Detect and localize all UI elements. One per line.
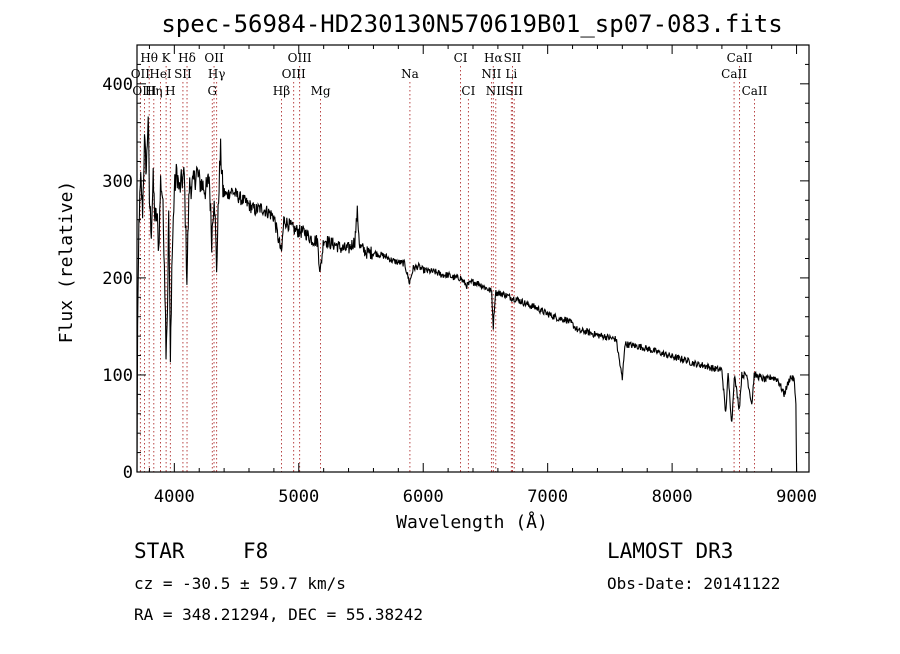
y-tick-label: 0 [123, 463, 133, 483]
plot-frame [136, 44, 810, 473]
line-label: K [162, 51, 172, 65]
y-tick-label: 200 [102, 269, 133, 289]
line-label: CaII [727, 51, 753, 65]
survey-name: LAMOST DR3 [607, 539, 733, 563]
line-label: OII [204, 51, 224, 65]
line-label: NII [481, 67, 501, 81]
line-label: CaII [721, 67, 747, 81]
line-label: OIII [288, 51, 312, 65]
line-label: Na [401, 67, 419, 81]
line-label: Li [505, 67, 517, 81]
line-label: Hθ [140, 51, 158, 65]
y-axis-label: Flux (relative) [56, 181, 77, 344]
x-tick-label: 4000 [154, 487, 195, 507]
spectral-subclass: F8 [243, 539, 268, 563]
x-tick-label: 8000 [652, 487, 693, 507]
line-label: SII [504, 51, 522, 65]
line-label: OIII [282, 67, 306, 81]
observation-date: Obs-Date: 20141122 [607, 574, 780, 593]
redshift-cz: cz = -30.5 ± 59.7 km/s [134, 574, 346, 593]
x-tick-label: 7000 [527, 487, 568, 507]
line-label: SII [174, 67, 192, 81]
line-label: OII [131, 67, 151, 81]
line-label: NII [486, 84, 506, 98]
line-label: OIII [132, 84, 156, 98]
coordinates: RA = 348.21294, DEC = 55.38242 [134, 605, 423, 624]
y-tick-label: 100 [102, 366, 133, 386]
y-tick-label: 300 [102, 172, 133, 192]
object-type: STAR [134, 539, 185, 563]
line-label: CaII [742, 84, 768, 98]
line-label: Hγ [208, 67, 226, 81]
line-label: Hβ [273, 84, 290, 98]
spectrum-line [136, 116, 798, 473]
line-label: Hα [484, 51, 503, 65]
y-axis-ticks: 0 100 200 300 400 [102, 44, 809, 483]
x-axis-label: Wavelength (Å) [396, 511, 548, 533]
line-label: HeI [149, 67, 172, 81]
line-label: Hη [145, 84, 163, 98]
line-label: Hδ [178, 51, 196, 65]
line-label: CI [461, 84, 475, 98]
line-label: Mg [311, 84, 331, 98]
emission-line-markers [139, 66, 755, 472]
line-label: G [207, 84, 217, 98]
line-label: CI [454, 51, 468, 65]
line-label: SII [505, 84, 523, 98]
x-tick-label: 6000 [403, 487, 444, 507]
x-tick-label: 5000 [278, 487, 319, 507]
y-tick-label: 400 [102, 75, 133, 95]
x-tick-label: 9000 [776, 487, 817, 507]
chart-title: spec-56984-HD230130N570619B01_sp07-083.f… [161, 10, 782, 38]
line-label: H [165, 84, 175, 98]
x-axis-ticks: 4000 5000 6000 7000 8000 9000 [148, 45, 817, 507]
